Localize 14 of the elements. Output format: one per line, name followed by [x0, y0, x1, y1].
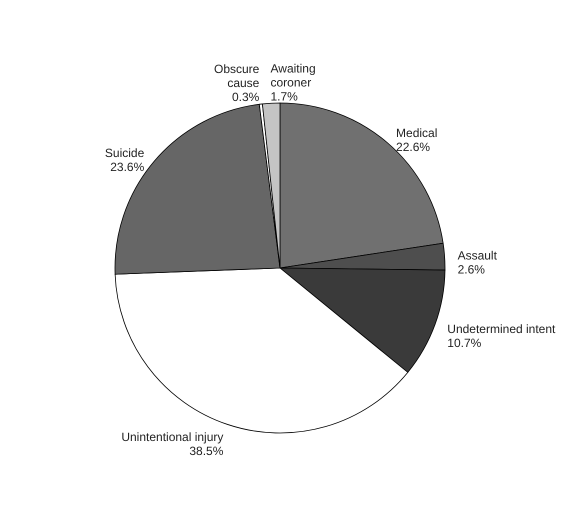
data-label: 0.3%	[232, 90, 260, 104]
data-label: 1.7%	[270, 89, 298, 104]
data-label: 23.6%	[110, 160, 145, 174]
slice-label: Suicide	[104, 146, 145, 160]
slice-label: Assault	[458, 248, 498, 263]
slice-label: Medical	[396, 126, 438, 140]
data-label: 10.7%	[447, 336, 482, 350]
slice-label: Unintentional injury	[121, 430, 224, 444]
data-label: 22.6%	[396, 140, 430, 154]
data-label: 2.6%	[458, 262, 486, 277]
data-label: 38.5%	[189, 444, 224, 458]
slice-label: Obscure cause	[214, 62, 260, 90]
slice-label: Awaiting coroner	[270, 61, 316, 90]
slice-label: Undetermined intent	[447, 322, 556, 336]
